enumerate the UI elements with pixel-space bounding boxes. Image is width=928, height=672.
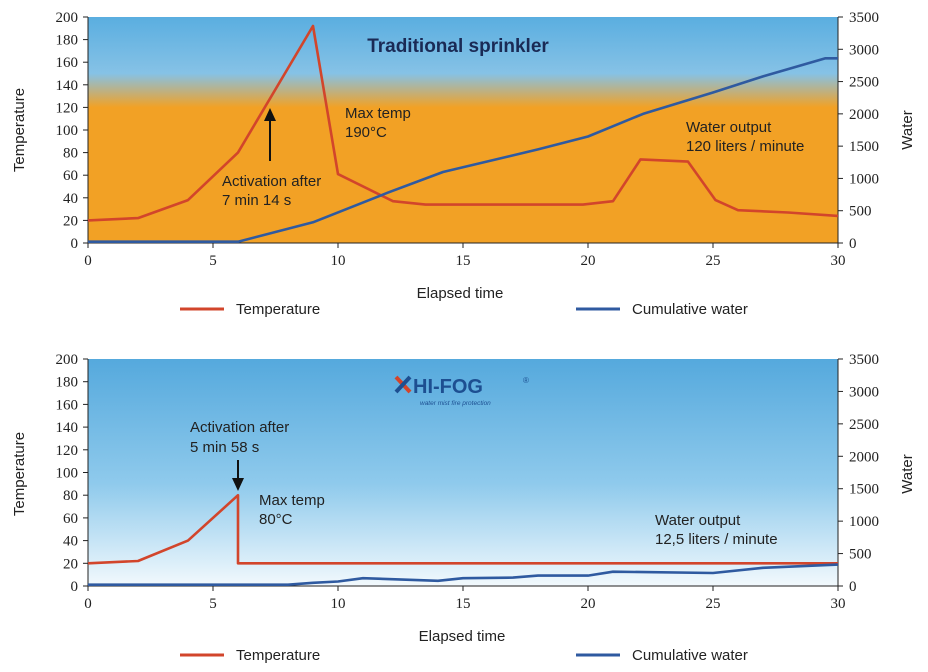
y2-tick-label: 3500 xyxy=(849,352,879,368)
chart-title: Traditional sprinkler xyxy=(367,36,549,57)
plot-background xyxy=(88,359,838,586)
panel-traditional-sprinkler: 0204060801001201401601802000500100015002… xyxy=(11,10,916,318)
logo-x-mark-icon xyxy=(394,375,412,394)
y-tick-label: 120 xyxy=(56,443,79,459)
water-output-value: 120 liters / minute xyxy=(686,138,804,155)
y-tick-label: 180 xyxy=(56,33,79,49)
y-tick-label: 80 xyxy=(63,146,78,162)
y-tick-label: 60 xyxy=(63,511,78,527)
svg-text:®: ® xyxy=(523,376,529,385)
y-tick-label: 100 xyxy=(56,466,79,482)
x-tick-label: 25 xyxy=(706,596,721,612)
y-tick-label: 0 xyxy=(71,236,79,252)
y2-tick-label: 500 xyxy=(849,547,872,563)
svg-text:HI-FOG: HI-FOG xyxy=(413,376,483,398)
cumulative-water-series-line xyxy=(88,56,838,243)
legend-water-label: Cumulative water xyxy=(632,647,748,664)
y-axis-label-temperature: Temperature xyxy=(11,88,28,172)
y-axis-label-temperature: Temperature xyxy=(11,432,28,516)
y-tick-label: 140 xyxy=(56,420,79,436)
x-tick-label: 5 xyxy=(209,596,217,612)
legend-temperature-label: Temperature xyxy=(236,301,320,318)
x-tick-label: 15 xyxy=(456,253,471,269)
y2-tick-label: 0 xyxy=(849,579,857,595)
cumulative-water-series-line xyxy=(88,563,839,587)
y-tick-label: 200 xyxy=(56,352,79,368)
x-tick-label: 10 xyxy=(331,253,346,269)
water-output-value: 12,5 liters / minute xyxy=(655,531,778,548)
x-axis-label: Elapsed time xyxy=(419,628,506,645)
x-axis-label: Elapsed time xyxy=(417,285,504,302)
hi-fog-logo: HI-FOG ® water mist fire protection xyxy=(394,375,529,407)
y-tick-label: 180 xyxy=(56,375,79,391)
y-tick-label: 160 xyxy=(56,55,79,71)
max-temp-value: 80°C xyxy=(259,511,293,528)
y2-axis-label-water: Water xyxy=(899,110,916,149)
y-tick-label: 100 xyxy=(56,123,79,139)
x-tick-label: 10 xyxy=(331,596,346,612)
water-output-label: Water output xyxy=(686,119,772,136)
activation-arrow xyxy=(264,108,276,161)
svg-text:water mist fire protection: water mist fire protection xyxy=(420,400,491,407)
y2-tick-label: 2000 xyxy=(849,449,879,465)
y-tick-label: 20 xyxy=(63,213,78,229)
max-temp-label: Max temp xyxy=(345,105,411,122)
temperature-series-line xyxy=(87,24,839,222)
legend-temperature-label: Temperature xyxy=(236,647,320,664)
y2-axis-label-water: Water xyxy=(899,454,916,493)
y-tick-label: 0 xyxy=(71,579,79,595)
y2-tick-label: 500 xyxy=(849,204,872,220)
y-tick-label: 40 xyxy=(63,191,78,207)
activation-time: 7 min 14 s xyxy=(222,192,291,209)
y2-tick-label: 3000 xyxy=(849,42,879,58)
x-tick-label: 20 xyxy=(581,596,596,612)
activation-label: Activation after xyxy=(190,419,289,436)
y-tick-label: 120 xyxy=(56,100,79,116)
y-tick-label: 20 xyxy=(63,556,78,572)
legend: Temperature Cumulative water xyxy=(180,301,748,318)
activation-label: Activation after xyxy=(222,173,321,190)
activation-time: 5 min 58 s xyxy=(190,439,259,456)
x-tick-label: 20 xyxy=(581,253,596,269)
y2-tick-label: 1000 xyxy=(849,514,879,530)
x-tick-label: 30 xyxy=(831,253,846,269)
y-tick-label: 140 xyxy=(56,78,79,94)
y2-tick-label: 0 xyxy=(849,236,857,252)
y2-tick-label: 1500 xyxy=(849,482,879,498)
y2-tick-label: 2500 xyxy=(849,75,879,91)
y2-tick-label: 2500 xyxy=(849,417,879,433)
y2-tick-label: 1500 xyxy=(849,139,879,155)
activation-arrow xyxy=(232,460,244,491)
max-temp-value: 190°C xyxy=(345,124,387,141)
panel-hi-fog: 0204060801001201401601802000500100015002… xyxy=(11,352,916,664)
y-tick-label: 160 xyxy=(56,397,79,413)
x-tick-label: 0 xyxy=(84,596,92,612)
x-tick-label: 25 xyxy=(706,253,721,269)
y-tick-label: 200 xyxy=(56,10,79,26)
legend: Temperature Cumulative water xyxy=(180,647,748,664)
y-tick-label: 80 xyxy=(63,488,78,504)
temperature-series-line xyxy=(87,493,838,565)
legend-water-label: Cumulative water xyxy=(632,301,748,318)
x-tick-label: 15 xyxy=(456,596,471,612)
x-tick-label: 30 xyxy=(831,596,846,612)
water-output-label: Water output xyxy=(655,512,741,529)
y-tick-label: 40 xyxy=(63,534,78,550)
y2-tick-label: 3500 xyxy=(849,10,879,26)
max-temp-label: Max temp xyxy=(259,492,325,509)
y2-tick-label: 2000 xyxy=(849,107,879,123)
x-tick-label: 5 xyxy=(209,253,217,269)
y2-tick-label: 1000 xyxy=(849,171,879,187)
x-tick-label: 0 xyxy=(84,253,92,269)
y-tick-label: 60 xyxy=(63,168,78,184)
y2-tick-label: 3000 xyxy=(849,384,879,400)
